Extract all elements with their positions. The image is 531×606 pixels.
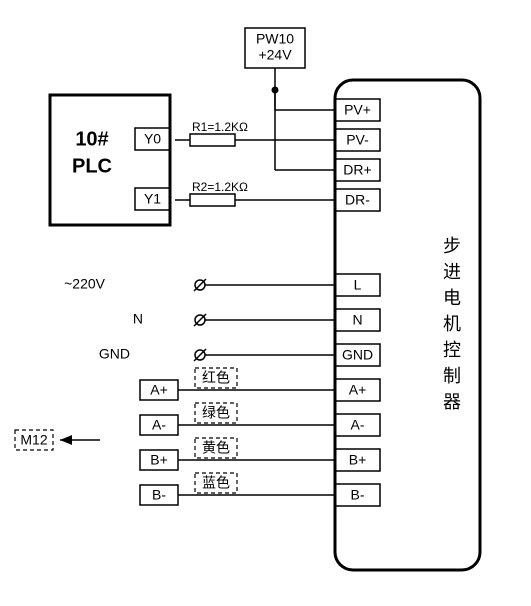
resistor-label-1: R2=1.2KΩ	[192, 180, 248, 194]
controller-label-char: 电	[443, 288, 461, 308]
plc-title2: PLC	[72, 155, 112, 177]
terminal-label-PV+: PV+	[344, 102, 371, 118]
color-label-A-: 绿色	[202, 405, 230, 421]
terminal-label-A-: A-	[351, 417, 365, 433]
terminal-label-A+: A+	[349, 382, 367, 398]
controller-label-char: 控	[443, 340, 461, 360]
plc-port-label-Y0: Y0	[144, 131, 161, 147]
mains-label-GND: GND	[99, 346, 130, 362]
terminal-label-GND: GND	[342, 347, 373, 363]
terminal-label-DR+: DR+	[343, 162, 371, 178]
motor-left-label-A-: A-	[152, 417, 166, 433]
controller-label-char: 机	[443, 314, 461, 334]
controller-label-char: 制	[443, 366, 461, 386]
motor-left-label-B-: B-	[152, 487, 166, 503]
resistor-1	[190, 194, 235, 206]
controller-label-char: 进	[443, 262, 461, 282]
terminal-label-B+: B+	[349, 452, 367, 468]
terminal-label-PV-: PV-	[346, 132, 369, 148]
mains-label-N: N	[133, 311, 143, 327]
color-label-B+: 黄色	[202, 440, 230, 456]
mains-label-~220V: ~220V	[64, 276, 106, 292]
terminal-label-L: L	[354, 277, 362, 293]
controller-label-char: 器	[443, 392, 461, 412]
m12-arrow	[60, 435, 72, 445]
controller-label-char: 步	[443, 236, 461, 256]
resistor-label-0: R1=1.2KΩ	[192, 120, 248, 134]
motor-left-label-A+: A+	[150, 382, 168, 398]
plc-title1: 10#	[75, 128, 108, 150]
terminal-label-B-: B-	[351, 487, 365, 503]
terminal-label-N: N	[352, 312, 362, 328]
color-label-A+: 红色	[202, 370, 230, 386]
m12-label: M12	[20, 432, 47, 448]
terminal-label-DR-: DR-	[345, 192, 370, 208]
resistor-0	[190, 134, 235, 146]
power-line2: +24V	[258, 47, 292, 63]
motor-left-label-B+: B+	[150, 452, 168, 468]
plc-port-label-Y1: Y1	[144, 191, 161, 207]
color-label-B-: 蓝色	[202, 475, 230, 491]
power-line1: PW10	[256, 31, 294, 47]
